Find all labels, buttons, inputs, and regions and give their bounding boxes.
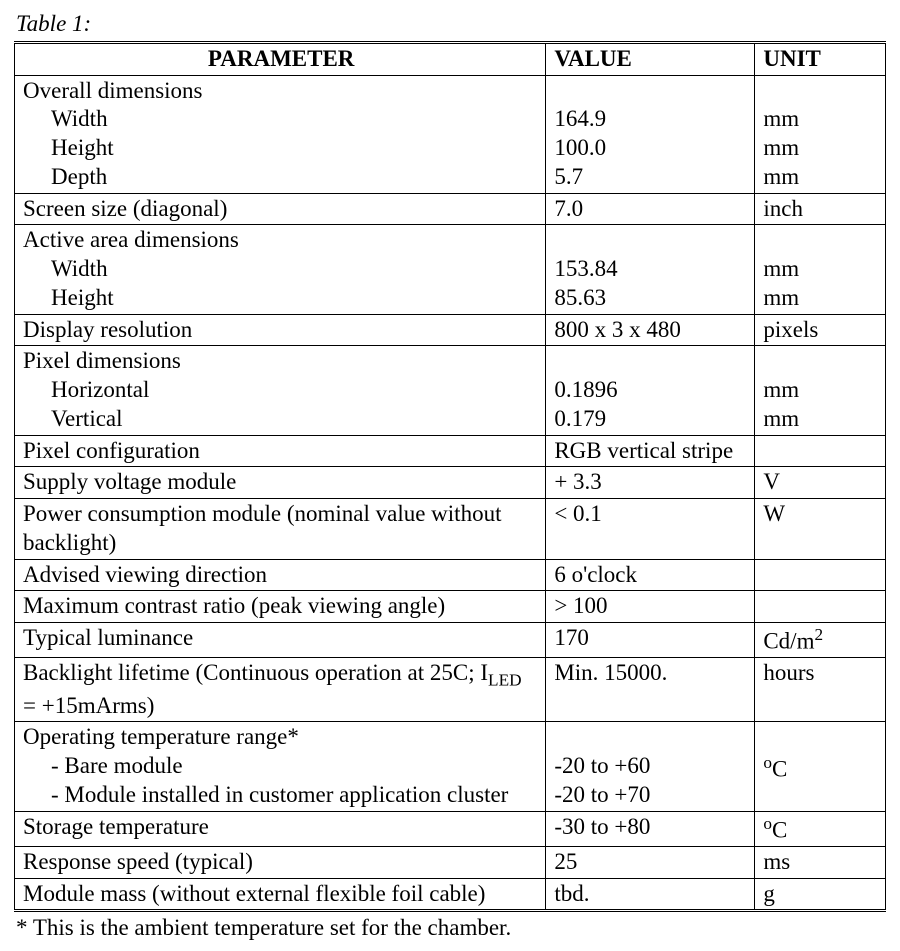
cell-value: -20 to +60-20 to +70	[546, 722, 755, 811]
cell-parameter: Overall dimensionsWidthHeightDepth	[15, 75, 546, 193]
cell-parameter: Backlight lifetime (Continuous operation…	[15, 658, 546, 722]
cell-value: Min. 15000.	[546, 658, 755, 722]
page: Table 1: PARAMETER VALUE UNIT Overall di…	[0, 0, 900, 951]
cell-value: + 3.3	[546, 467, 755, 499]
cell-parameter: Storage temperature	[15, 811, 546, 846]
cell-parameter: Typical luminance	[15, 623, 546, 658]
parameter-subitem: Horizontal	[23, 376, 539, 405]
cell-parameter: Screen size (diagonal)	[15, 193, 546, 225]
cell-value: 6 o'clock	[546, 559, 755, 591]
parameter-subitem: Height	[23, 284, 539, 313]
cell-value: 153.8485.63	[546, 225, 755, 314]
col-header-parameter: PARAMETER	[15, 42, 546, 75]
cell-parameter: Supply voltage module	[15, 467, 546, 499]
table-row: Response speed (typical)25ms	[15, 846, 886, 878]
cell-parameter: Pixel dimensionsHorizontalVertical	[15, 346, 546, 435]
cell-value: 800 x 3 x 480	[546, 314, 755, 346]
cell-value: tbd.	[546, 878, 755, 911]
table-row: Module mass (without external flexible f…	[15, 878, 886, 911]
table-row: Display resolution800 x 3 x 480pixels	[15, 314, 886, 346]
cell-parameter: Module mass (without external flexible f…	[15, 878, 546, 911]
cell-value: RGB vertical stripe	[546, 435, 755, 467]
cell-unit: oC	[755, 811, 886, 846]
cell-unit: ms	[755, 846, 886, 878]
table-row: Pixel configurationRGB vertical stripe	[15, 435, 886, 467]
cell-parameter: Power consumption module (nominal value …	[15, 499, 546, 560]
table-row: Operating temperature range*Bare moduleM…	[15, 722, 886, 811]
cell-value: < 0.1	[546, 499, 755, 560]
cell-unit: mmmmmm	[755, 75, 886, 193]
parameter-subitem: Vertical	[23, 405, 539, 434]
table-row: Advised viewing direction6 o'clock	[15, 559, 886, 591]
cell-value: 0.18960.179	[546, 346, 755, 435]
cell-unit	[755, 559, 886, 591]
cell-unit: Cd/m2	[755, 623, 886, 658]
table-row: Maximum contrast ratio (peak viewing ang…	[15, 591, 886, 623]
cell-value: > 100	[546, 591, 755, 623]
cell-unit: g	[755, 878, 886, 911]
table-header-row: PARAMETER VALUE UNIT	[15, 42, 886, 75]
cell-unit: mmmm	[755, 346, 886, 435]
table-row: Overall dimensionsWidthHeightDepth164.91…	[15, 75, 886, 193]
cell-unit: hours	[755, 658, 886, 722]
cell-parameter: Maximum contrast ratio (peak viewing ang…	[15, 591, 546, 623]
parameter-subitem: Height	[23, 134, 539, 163]
parameter-subitem: Width	[23, 105, 539, 134]
parameter-subitem: Module installed in customer application…	[23, 781, 539, 810]
col-header-value: VALUE	[546, 42, 755, 75]
cell-value: 164.9100.05.7	[546, 75, 755, 193]
cell-parameter: Response speed (typical)	[15, 846, 546, 878]
col-header-unit: UNIT	[755, 42, 886, 75]
table-row: Pixel dimensionsHorizontalVertical0.1896…	[15, 346, 886, 435]
cell-unit: pixels	[755, 314, 886, 346]
cell-value: 25	[546, 846, 755, 878]
cell-parameter: Pixel configuration	[15, 435, 546, 467]
table-footnote: * This is the ambient temperature set fo…	[16, 914, 886, 943]
table-row: Backlight lifetime (Continuous operation…	[15, 658, 886, 722]
cell-parameter: Active area dimensionsWidthHeight	[15, 225, 546, 314]
cell-unit	[755, 435, 886, 467]
table-row: Typical luminance170Cd/m2	[15, 623, 886, 658]
cell-value: -30 to +80	[546, 811, 755, 846]
table-row: Storage temperature-30 to +80oC	[15, 811, 886, 846]
table-row: Power consumption module (nominal value …	[15, 499, 886, 560]
parameter-subitem: Depth	[23, 163, 539, 192]
table-row: Active area dimensionsWidthHeight153.848…	[15, 225, 886, 314]
cell-unit: W	[755, 499, 886, 560]
cell-unit: V	[755, 467, 886, 499]
table-body: Overall dimensionsWidthHeightDepth164.91…	[15, 75, 886, 911]
cell-value: 170	[546, 623, 755, 658]
spec-table: PARAMETER VALUE UNIT Overall dimensionsW…	[14, 41, 886, 913]
parameter-subitem: Bare module	[23, 752, 539, 781]
parameter-subitem: Width	[23, 255, 539, 284]
cell-unit: oC	[755, 722, 886, 811]
cell-value: 7.0	[546, 193, 755, 225]
cell-unit: inch	[755, 193, 886, 225]
cell-parameter: Advised viewing direction	[15, 559, 546, 591]
cell-parameter: Display resolution	[15, 314, 546, 346]
table-row: Supply voltage module+ 3.3V	[15, 467, 886, 499]
cell-unit: mmmm	[755, 225, 886, 314]
cell-parameter: Operating temperature range*Bare moduleM…	[15, 722, 546, 811]
table-caption: Table 1:	[16, 10, 886, 39]
cell-unit	[755, 591, 886, 623]
table-row: Screen size (diagonal)7.0inch	[15, 193, 886, 225]
